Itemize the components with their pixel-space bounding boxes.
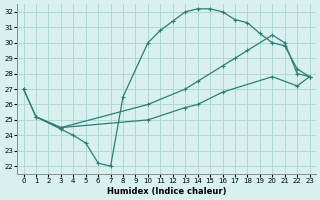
- X-axis label: Humidex (Indice chaleur): Humidex (Indice chaleur): [107, 187, 226, 196]
